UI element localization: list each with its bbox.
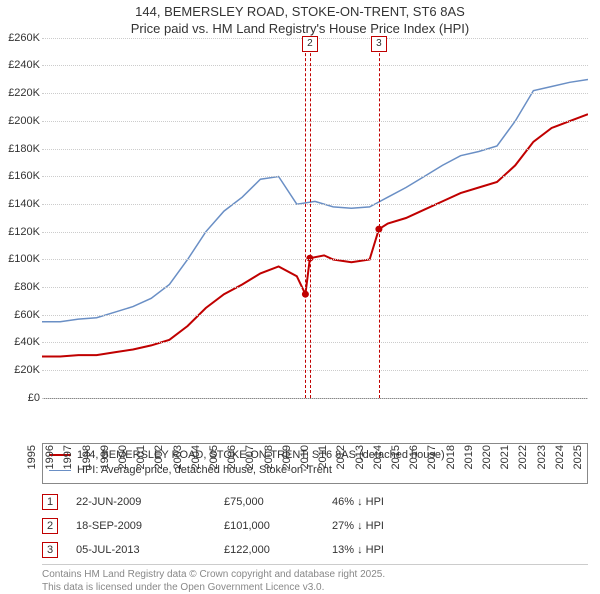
y-tick-label: £40K xyxy=(0,336,40,348)
x-tick-label: 2004 xyxy=(190,445,202,469)
x-axis-labels: 1995199619971998199920002001200220032004… xyxy=(42,399,588,439)
table-row: 2 18-SEP-2009 £101,000 27% ↓ HPI xyxy=(42,514,588,538)
x-tick-label: 2019 xyxy=(463,445,475,469)
sale-marker-badge: 3 xyxy=(371,36,387,52)
gridline xyxy=(42,149,588,150)
x-tick-label: 2018 xyxy=(445,445,457,469)
footer-line1: Contains HM Land Registry data © Crown c… xyxy=(42,568,588,581)
sale-marker-line xyxy=(305,38,306,398)
y-tick-label: £0 xyxy=(0,392,40,404)
sale-date: 05-JUL-2013 xyxy=(76,544,206,556)
chart-svg xyxy=(42,38,588,398)
y-tick-label: £140K xyxy=(0,198,40,210)
y-tick-label: £200K xyxy=(0,115,40,127)
y-tick-label: £180K xyxy=(0,143,40,155)
gridline xyxy=(42,93,588,94)
sales-table: 1 22-JUN-2009 £75,000 46% ↓ HPI 2 18-SEP… xyxy=(42,490,588,562)
sale-marker-badge: 1 xyxy=(42,494,58,510)
y-tick-label: £100K xyxy=(0,253,40,265)
x-tick-label: 2009 xyxy=(281,445,293,469)
x-tick-label: 2014 xyxy=(372,445,384,469)
sale-date: 22-JUN-2009 xyxy=(76,496,206,508)
legend-swatch xyxy=(49,470,71,471)
y-tick-label: £60K xyxy=(0,309,40,321)
x-tick-label: 2010 xyxy=(299,445,311,469)
x-tick-label: 2020 xyxy=(481,445,493,469)
gridline xyxy=(42,65,588,66)
attribution-footer: Contains HM Land Registry data © Crown c… xyxy=(42,564,588,594)
x-tick-label: 2003 xyxy=(172,445,184,469)
sale-date: 18-SEP-2009 xyxy=(76,520,206,532)
x-tick-label: 2007 xyxy=(244,445,256,469)
series-line-hpi xyxy=(42,79,588,321)
chart-title: 144, BEMERSLEY ROAD, STOKE-ON-TRENT, ST6… xyxy=(0,0,600,38)
y-tick-label: £260K xyxy=(0,32,40,44)
y-tick-label: £80K xyxy=(0,281,40,293)
table-row: 3 05-JUL-2013 £122,000 13% ↓ HPI xyxy=(42,538,588,562)
title-line1: 144, BEMERSLEY ROAD, STOKE-ON-TRENT, ST6… xyxy=(0,4,600,21)
x-tick-label: 2021 xyxy=(499,445,511,469)
x-tick-label: 1997 xyxy=(62,445,74,469)
gridline xyxy=(42,121,588,122)
sale-marker-line xyxy=(310,38,311,398)
gridline xyxy=(42,232,588,233)
x-tick-label: 2000 xyxy=(117,445,129,469)
chart-plot-area: £0£20K£40K£60K£80K£100K£120K£140K£160K£1… xyxy=(42,38,588,399)
sale-marker-badge: 3 xyxy=(42,542,58,558)
x-tick-label: 1996 xyxy=(44,445,56,469)
x-tick-label: 2008 xyxy=(263,445,275,469)
x-tick-label: 1998 xyxy=(81,445,93,469)
x-tick-label: 2025 xyxy=(572,445,584,469)
x-tick-label: 2006 xyxy=(226,445,238,469)
sale-price: £122,000 xyxy=(224,544,314,556)
sale-marker-badge: 2 xyxy=(302,36,318,52)
gridline xyxy=(42,315,588,316)
x-tick-label: 2022 xyxy=(517,445,529,469)
gridline xyxy=(42,342,588,343)
x-tick-label: 2012 xyxy=(335,445,347,469)
legend-label: HPI: Average price, detached house, Stok… xyxy=(77,463,332,478)
x-tick-label: 2024 xyxy=(554,445,566,469)
y-tick-label: £160K xyxy=(0,170,40,182)
gridline xyxy=(42,176,588,177)
sale-price: £75,000 xyxy=(224,496,314,508)
gridline xyxy=(42,259,588,260)
y-tick-label: £120K xyxy=(0,226,40,238)
sale-diff-hpi: 13% ↓ HPI xyxy=(332,544,422,556)
x-tick-label: 2016 xyxy=(408,445,420,469)
y-tick-label: £240K xyxy=(0,59,40,71)
x-tick-label: 2013 xyxy=(354,445,366,469)
y-tick-label: £20K xyxy=(0,364,40,376)
sale-diff-hpi: 27% ↓ HPI xyxy=(332,520,422,532)
table-row: 1 22-JUN-2009 £75,000 46% ↓ HPI xyxy=(42,490,588,514)
sale-price: £101,000 xyxy=(224,520,314,532)
x-tick-label: 1999 xyxy=(99,445,111,469)
sale-marker-badge: 2 xyxy=(42,518,58,534)
sale-marker-line xyxy=(379,38,380,398)
x-tick-label: 2017 xyxy=(426,445,438,469)
gridline xyxy=(42,287,588,288)
x-tick-label: 2023 xyxy=(536,445,548,469)
title-line2: Price paid vs. HM Land Registry's House … xyxy=(0,21,600,38)
y-tick-label: £220K xyxy=(0,87,40,99)
sale-diff-hpi: 46% ↓ HPI xyxy=(332,496,422,508)
gridline xyxy=(42,370,588,371)
x-tick-label: 2005 xyxy=(208,445,220,469)
x-tick-label: 2002 xyxy=(153,445,165,469)
x-tick-label: 1995 xyxy=(26,445,38,469)
x-tick-label: 2015 xyxy=(390,445,402,469)
series-line-price_paid xyxy=(42,114,588,356)
gridline xyxy=(42,204,588,205)
footer-line2: This data is licensed under the Open Gov… xyxy=(42,581,588,594)
x-tick-label: 2001 xyxy=(135,445,147,469)
x-tick-label: 2011 xyxy=(317,445,329,469)
